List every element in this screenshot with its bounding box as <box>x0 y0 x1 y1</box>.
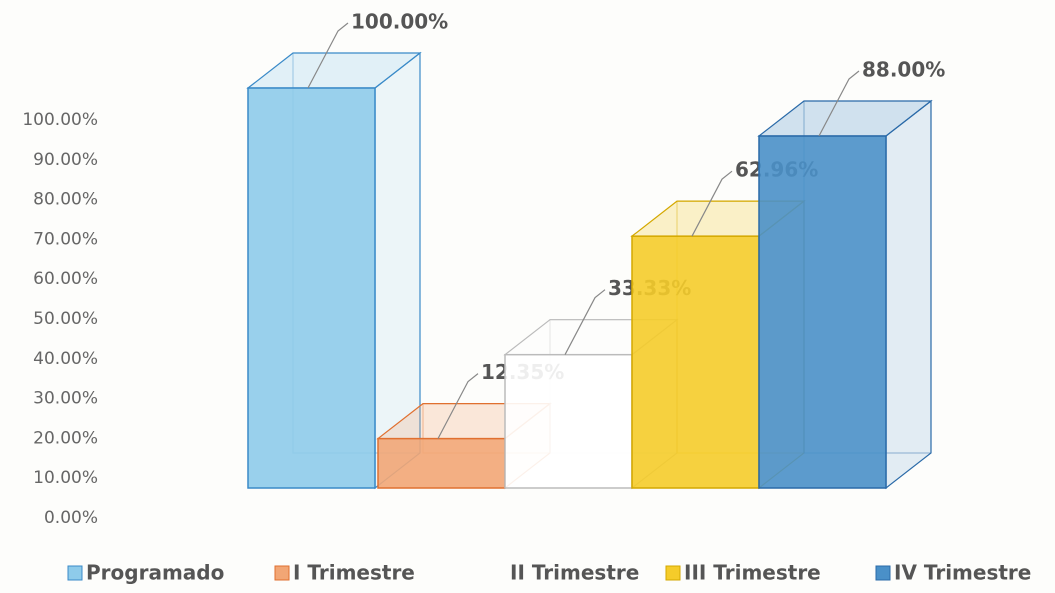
legend-swatch <box>274 565 290 581</box>
legend-label: I Trimestre <box>293 561 415 585</box>
y-tick-label: 10.00% <box>33 468 98 488</box>
bar <box>758 135 887 489</box>
leader-line <box>818 70 860 137</box>
bar <box>631 235 760 489</box>
leader-line <box>691 170 733 237</box>
y-tick-label: 90.00% <box>33 150 98 170</box>
legend-label: II Trimestre <box>510 561 639 585</box>
bar <box>504 353 633 489</box>
data-label: 88.00% <box>862 58 945 82</box>
y-tick-label: 30.00% <box>33 389 98 409</box>
legend-swatch <box>665 565 681 581</box>
y-tick-label: 50.00% <box>33 309 98 329</box>
y-tick-label: 60.00% <box>33 269 98 289</box>
bar <box>247 87 376 489</box>
legend-swatch <box>875 565 891 581</box>
legend-label: IV Trimestre <box>894 561 1031 585</box>
legend-label: Programado <box>86 561 224 585</box>
y-tick-label: 80.00% <box>33 190 98 210</box>
legend-label: III Trimestre <box>684 561 821 585</box>
y-tick-label: 40.00% <box>33 349 98 369</box>
y-tick-label: 20.00% <box>33 428 98 448</box>
y-tick-label: 100.00% <box>22 110 98 130</box>
y-tick-label: 70.00% <box>33 229 98 249</box>
leader-line <box>307 22 349 89</box>
data-label: 100.00% <box>351 10 448 34</box>
leader-line <box>437 373 479 439</box>
legend-swatch <box>67 565 83 581</box>
bar-side <box>885 99 932 490</box>
y-tick-label: 0.00% <box>44 508 98 528</box>
leader-line <box>564 289 606 355</box>
bar <box>377 437 506 489</box>
